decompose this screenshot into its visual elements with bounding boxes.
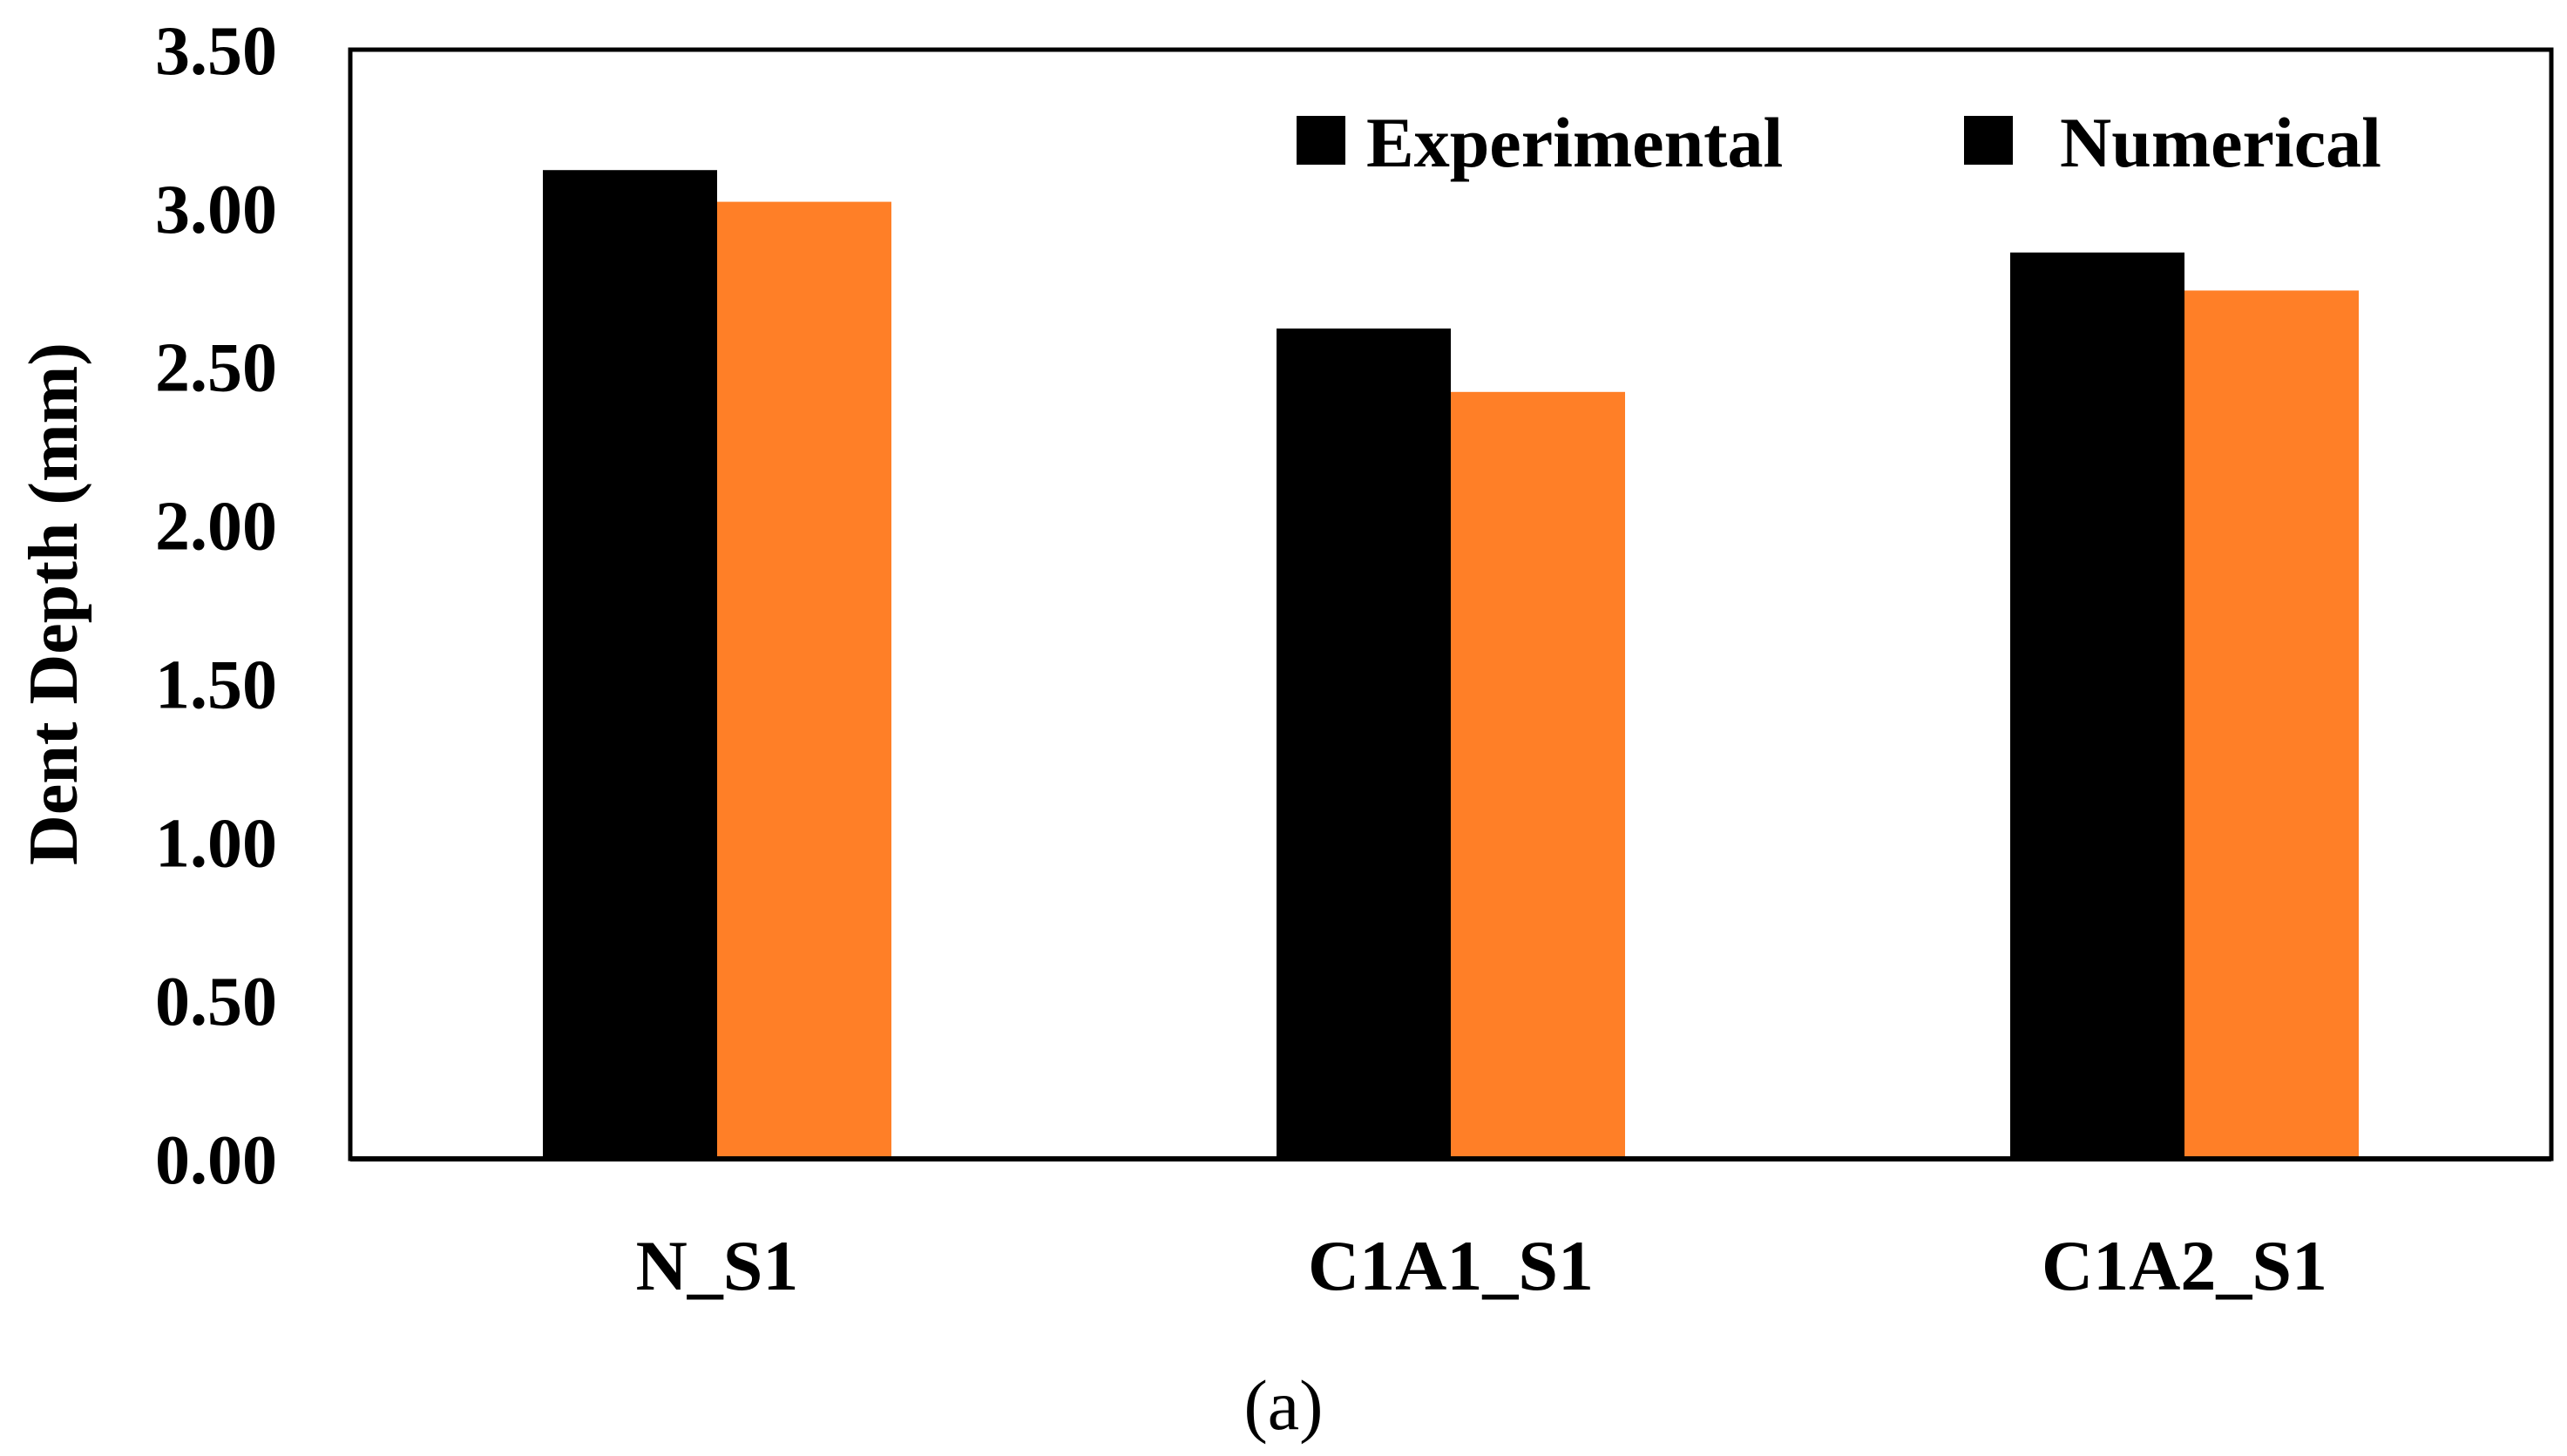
- y-tick-labels: 0.00 0.50 1.00 1.50 2.00 2.50 3.00 3.50: [155, 13, 277, 1199]
- bar-numerical-n_s1: [717, 201, 891, 1159]
- bar-experimental-c1a2_s1: [2010, 252, 2184, 1160]
- bar-experimental-c1a1_s1: [1277, 328, 1451, 1159]
- bar-numerical-c1a2_s1: [2184, 290, 2359, 1159]
- legend-swatch-experimental: [1297, 116, 1345, 165]
- bar-numerical-c1a1_s1: [1451, 391, 1625, 1160]
- legend: Experimental Numerical: [1297, 103, 2381, 182]
- y-tick-label: 2.50: [155, 330, 277, 407]
- y-tick-label: 2.00: [155, 489, 277, 565]
- y-tick-label: 3.00: [155, 172, 277, 248]
- category-labels: N_S1 C1A1_S1 C1A2_S1: [636, 1226, 2327, 1305]
- legend-swatch-numerical: [1964, 116, 2013, 165]
- bar-experimental-n_s1: [543, 170, 717, 1159]
- category-label: C1A2_S1: [2042, 1226, 2327, 1305]
- figure-caption: (a): [1243, 1365, 1323, 1445]
- y-tick-label: 1.00: [155, 805, 277, 882]
- bars: [543, 170, 2359, 1160]
- y-tick-label: 3.50: [155, 13, 277, 90]
- category-label: N_S1: [636, 1226, 799, 1305]
- y-tick-label: 1.50: [155, 647, 277, 723]
- category-label: C1A1_S1: [1308, 1226, 1594, 1305]
- y-tick-label: 0.50: [155, 964, 277, 1040]
- y-axis-label: Dent Depth (mm): [16, 342, 92, 865]
- y-tick-label: 0.00: [155, 1122, 277, 1199]
- legend-label-numerical: Numerical: [2060, 103, 2381, 182]
- legend-label-experimental: Experimental: [1366, 103, 1783, 182]
